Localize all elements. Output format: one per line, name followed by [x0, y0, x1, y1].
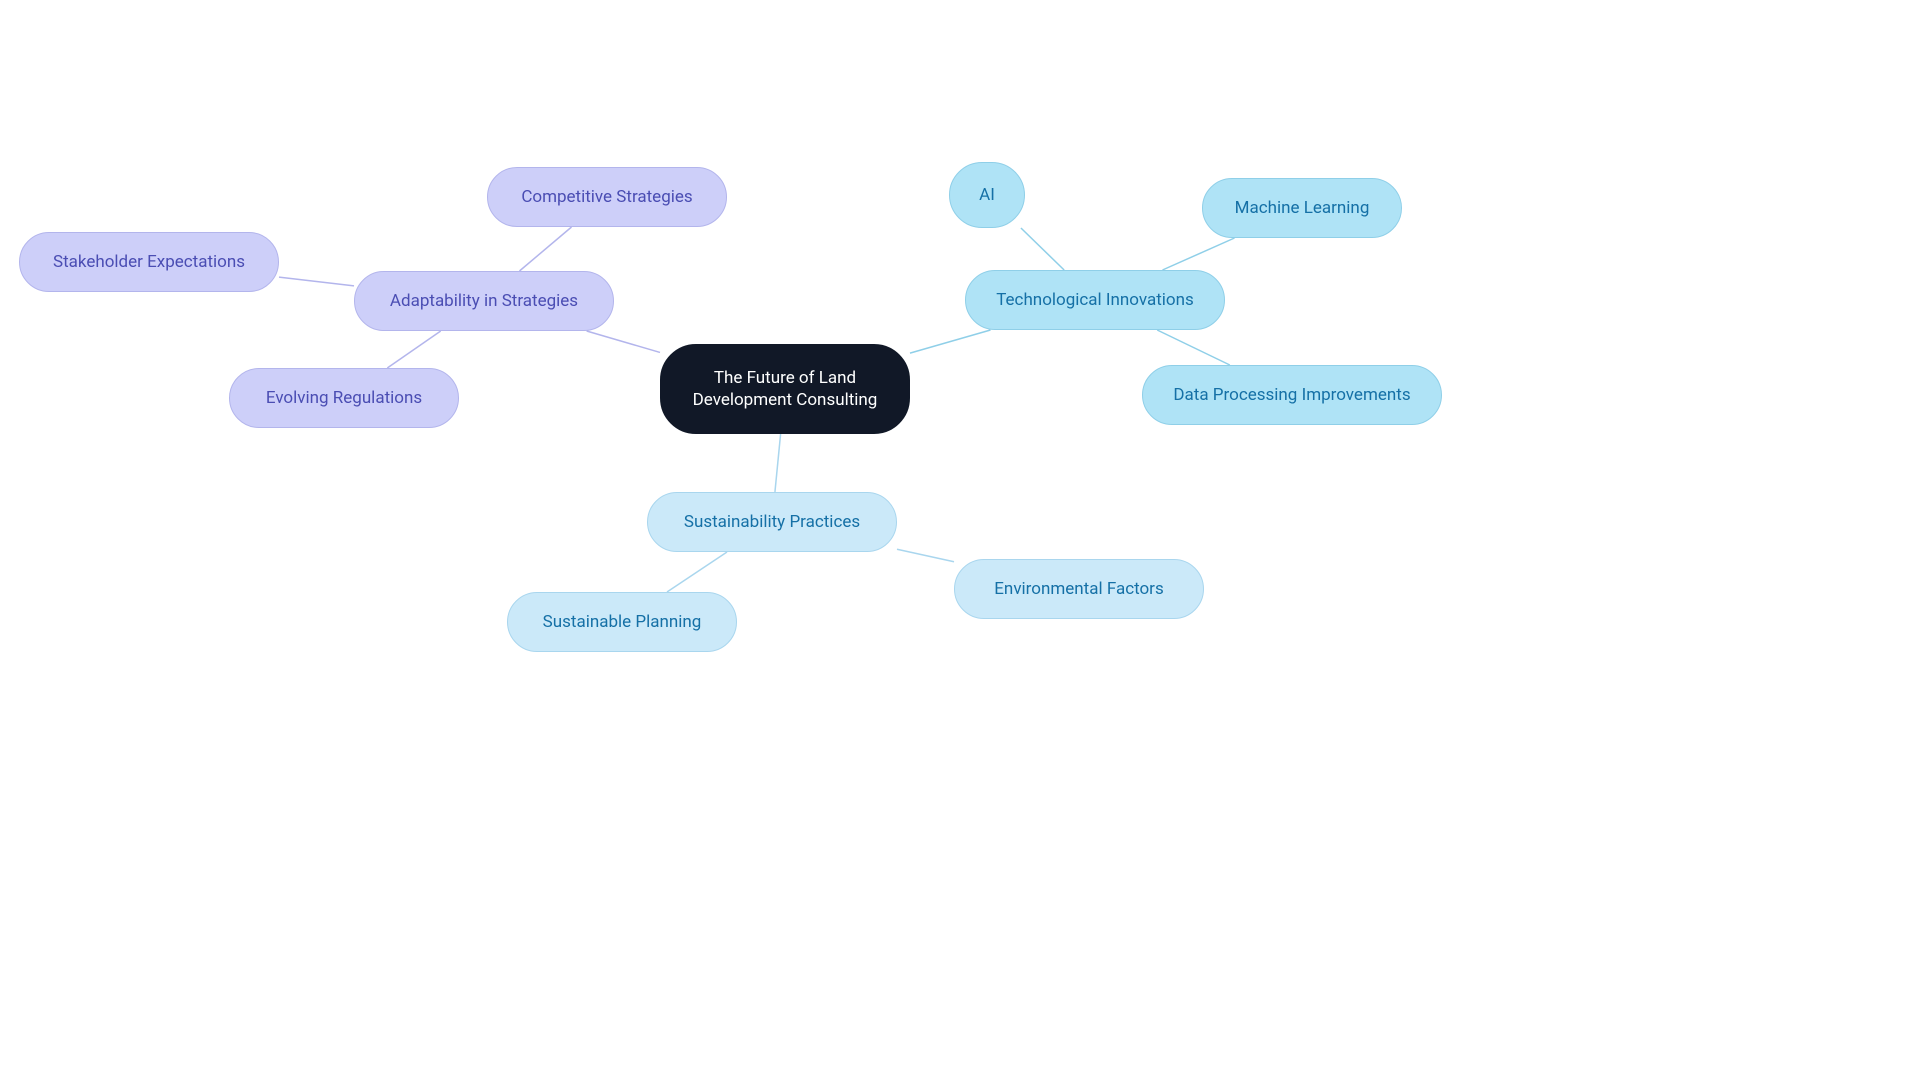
node-envfact: Environmental Factors	[954, 559, 1204, 619]
node-ml: Machine Learning	[1202, 178, 1402, 238]
edge-adapt-stakeholder	[279, 277, 354, 286]
node-center-label: The Future of Land Development Consultin…	[693, 367, 878, 411]
node-stakeholder: Stakeholder Expectations	[19, 232, 279, 292]
node-evolreg: Evolving Regulations	[229, 368, 459, 428]
node-dataproc-label: Data Processing Improvements	[1173, 384, 1410, 406]
node-compstrat: Competitive Strategies	[487, 167, 727, 227]
node-sustain: Sustainability Practices	[647, 492, 897, 552]
node-dataproc: Data Processing Improvements	[1142, 365, 1442, 425]
node-susplan-label: Sustainable Planning	[543, 611, 702, 633]
edge-sustain-susplan	[667, 552, 727, 592]
node-tech-label: Technological Innovations	[996, 289, 1194, 311]
node-sustain-label: Sustainability Practices	[684, 511, 860, 533]
edge-layer	[0, 0, 1920, 1083]
node-center: The Future of Land Development Consultin…	[660, 344, 910, 434]
edge-adapt-evolreg	[387, 331, 440, 368]
edge-tech-dataproc	[1157, 330, 1230, 365]
node-adapt-label: Adaptability in Strategies	[390, 290, 578, 312]
node-evolreg-label: Evolving Regulations	[266, 387, 422, 409]
node-tech: Technological Innovations	[965, 270, 1225, 330]
node-ml-label: Machine Learning	[1235, 197, 1370, 219]
node-adapt: Adaptability in Strategies	[354, 271, 614, 331]
edge-tech-ml	[1163, 238, 1235, 270]
node-susplan: Sustainable Planning	[507, 592, 737, 652]
node-ai-label: AI	[979, 184, 995, 206]
node-compstrat-label: Competitive Strategies	[521, 186, 692, 208]
edge-adapt-compstrat	[519, 227, 571, 271]
edge-tech-ai	[1021, 228, 1064, 270]
edge-sustain-envfact	[897, 549, 954, 561]
node-ai: AI	[949, 162, 1025, 228]
edge-center-adapt	[587, 331, 660, 352]
edge-center-tech	[910, 330, 991, 353]
node-envfact-label: Environmental Factors	[994, 578, 1163, 600]
node-stakeholder-label: Stakeholder Expectations	[53, 251, 245, 273]
edge-center-sustain	[775, 434, 781, 492]
